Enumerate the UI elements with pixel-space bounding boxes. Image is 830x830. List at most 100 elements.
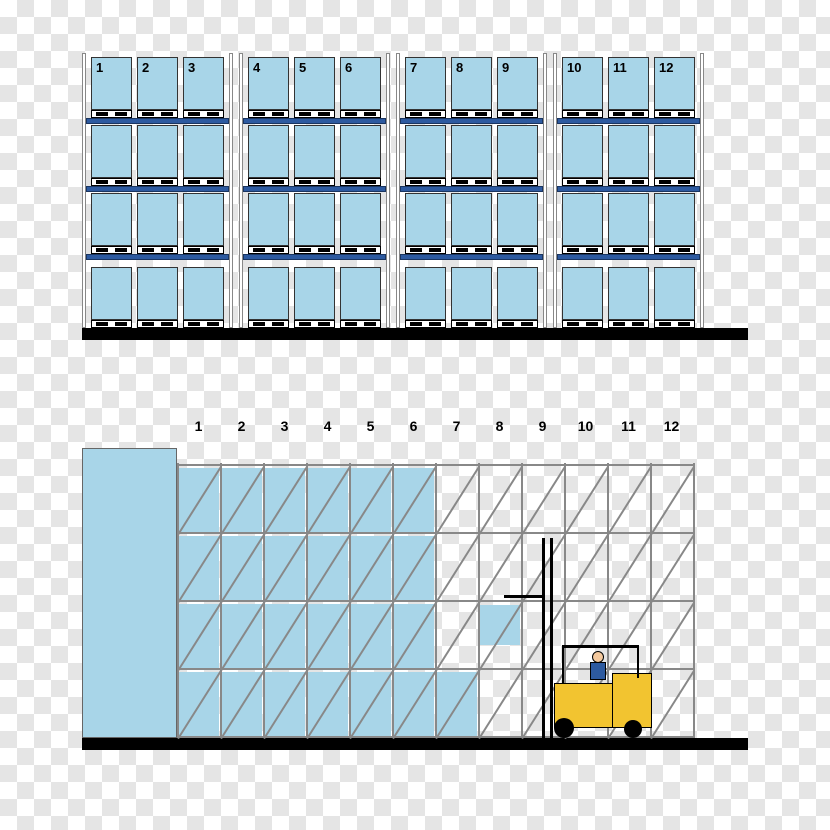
pallet-load — [91, 267, 132, 320]
pallet — [340, 320, 381, 328]
pallet-load — [137, 125, 178, 178]
upright — [693, 463, 695, 738]
pallet-load — [497, 267, 538, 320]
pallet — [562, 178, 603, 186]
pallet-load — [405, 125, 446, 178]
beam — [400, 118, 543, 124]
pallet — [91, 320, 132, 328]
pallet-load: 3 — [183, 57, 224, 110]
pallet-load: 4 — [248, 57, 289, 110]
pallet — [183, 110, 224, 118]
beam — [557, 186, 700, 192]
beam — [243, 254, 386, 260]
pallet — [654, 320, 695, 328]
beam — [86, 118, 229, 124]
pallet-load — [654, 267, 695, 320]
column-label: 8 — [480, 418, 520, 434]
pallet-load — [405, 267, 446, 320]
brace — [478, 466, 523, 535]
pallet — [294, 110, 335, 118]
pallet-load: 1 — [91, 57, 132, 110]
column-label: 9 — [523, 418, 563, 434]
driver-body — [590, 662, 606, 680]
pallet-load: 9 — [497, 57, 538, 110]
column-label: 7 — [437, 418, 477, 434]
pallet — [608, 320, 649, 328]
pallet-load — [91, 193, 132, 246]
pallet — [654, 110, 695, 118]
pallet — [137, 246, 178, 254]
position-label: 9 — [502, 60, 509, 75]
pallet — [340, 178, 381, 186]
pallet — [183, 246, 224, 254]
pallet-load — [340, 125, 381, 178]
pallet — [405, 178, 446, 186]
brace — [435, 602, 480, 671]
floor — [82, 328, 748, 340]
position-label: 6 — [345, 60, 352, 75]
overhead-guard — [637, 648, 639, 678]
forklift — [542, 518, 692, 738]
pallet — [137, 178, 178, 186]
pallet-load: 5 — [294, 57, 335, 110]
column-label: 10 — [566, 418, 606, 434]
column-label: 5 — [351, 418, 391, 434]
column-label: 6 — [394, 418, 434, 434]
pallet-load — [340, 193, 381, 246]
floor — [82, 738, 748, 750]
pallet-load — [340, 267, 381, 320]
pallet-load — [562, 193, 603, 246]
pallet-load: 12 — [654, 57, 695, 110]
pallet — [497, 110, 538, 118]
beam — [86, 254, 229, 260]
pallet-load — [497, 193, 538, 246]
pallet — [608, 110, 649, 118]
pallet — [451, 178, 492, 186]
brace — [478, 534, 523, 603]
pallet — [91, 110, 132, 118]
pallet — [91, 246, 132, 254]
beam — [243, 186, 386, 192]
position-label: 1 — [96, 60, 103, 75]
pallet-load — [248, 267, 289, 320]
pallet — [451, 110, 492, 118]
position-label: 8 — [456, 60, 463, 75]
rack-bay: 101112 — [553, 53, 704, 328]
pallet-load — [137, 267, 178, 320]
pallet-load — [654, 193, 695, 246]
pallet-load: 8 — [451, 57, 492, 110]
pallet — [654, 178, 695, 186]
pallet — [248, 320, 289, 328]
column-label: 11 — [609, 418, 649, 434]
column-label: 3 — [265, 418, 305, 434]
pallet — [608, 246, 649, 254]
beam — [557, 254, 700, 260]
position-label: 11 — [613, 60, 627, 75]
wall — [82, 448, 177, 738]
column-label: 12 — [652, 418, 692, 434]
mast — [550, 538, 553, 738]
pallet-load: 11 — [608, 57, 649, 110]
beam — [400, 186, 543, 192]
pallet-load: 2 — [137, 57, 178, 110]
position-label: 4 — [253, 60, 260, 75]
pallet — [183, 320, 224, 328]
front-rack-diagram: 123456789101112 — [82, 30, 748, 340]
upright — [543, 53, 547, 328]
pallet — [405, 320, 446, 328]
pallet — [562, 320, 603, 328]
pallet — [497, 246, 538, 254]
pallet-load: 6 — [340, 57, 381, 110]
pallet-load — [497, 125, 538, 178]
pallet-load — [451, 125, 492, 178]
brace — [435, 466, 480, 535]
beam — [86, 186, 229, 192]
pallet-load — [294, 267, 335, 320]
pallet — [248, 110, 289, 118]
fork — [504, 595, 542, 598]
overhead-guard — [562, 648, 564, 683]
pallet-load — [183, 193, 224, 246]
pallet — [294, 178, 335, 186]
pallet-load — [562, 267, 603, 320]
pallet-load — [654, 125, 695, 178]
